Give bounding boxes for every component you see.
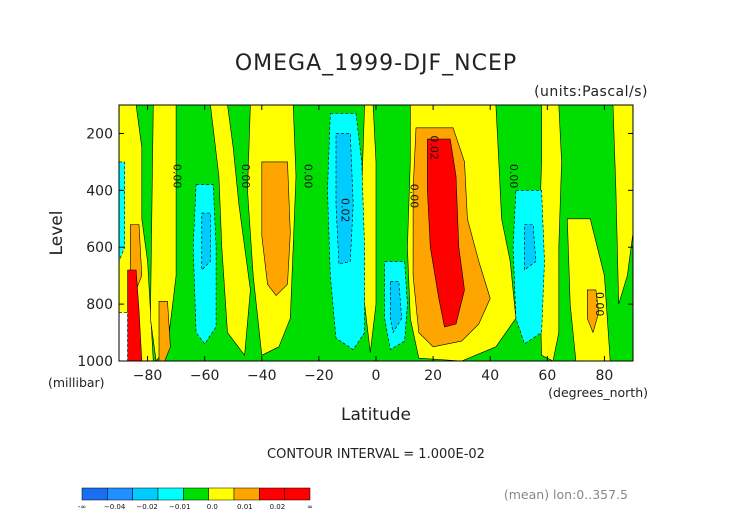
colorbar-label-6: 0.02 (270, 503, 286, 511)
x-tick-label-3: −20 (304, 368, 334, 384)
contour-region-15 (427, 138, 465, 328)
plot-area: 0.00 0.00 0.00 0.02 0.00 0.02 0.00 0.00 (118, 104, 634, 362)
contour-label-0: 0.00 (170, 164, 183, 189)
y-tick-label-3: 800 (86, 297, 113, 313)
contour-label-2: 0.00 (302, 164, 315, 189)
x-tick-label-5: 20 (424, 368, 442, 384)
colorbar-swatch-6 (233, 487, 260, 501)
colorbar-label-2: −0.02 (136, 503, 157, 511)
colorbar-swatch-1 (107, 487, 133, 501)
x-tick-label-7: 60 (538, 368, 556, 384)
y-axis: 200 400 600 800 1000 (77, 126, 633, 370)
contour-region-11 (261, 161, 291, 296)
chart-units: (units:Pascal/s) (534, 84, 648, 100)
contour-region-20 (512, 190, 545, 345)
contour-region-22 (335, 133, 354, 265)
colorbar: -∞ −0.04 −0.02 −0.01 0.0 0.01 0.02 ∞ (78, 487, 313, 511)
y-axis-label: Level (47, 211, 67, 256)
colorbar-swatch-3 (157, 487, 184, 501)
colorbar-swatch-8 (284, 487, 311, 501)
contour-label-1: 0.00 (239, 164, 252, 189)
x-axis: −80 −60 −40 −20 0 20 40 60 80 (133, 105, 614, 384)
colorbar-swatch-2 (132, 487, 159, 501)
contour-interval-text: CONTOUR INTERVAL = 1.000E-02 (267, 447, 485, 462)
contour-label-6: 0.00 (507, 164, 520, 189)
colorbar-swatch-4 (183, 487, 209, 501)
x-tick-label-0: −80 (133, 368, 163, 384)
y-tick-label-0: 200 (86, 126, 113, 142)
contour-labels: 0.00 0.00 0.00 0.02 0.00 0.02 0.00 0.00 (170, 135, 606, 316)
contour-region-23 (389, 281, 403, 333)
contour-label-5: 0.02 (427, 135, 440, 160)
contour-label-4: 0.00 (407, 184, 420, 209)
x-tick-label-6: 40 (481, 368, 499, 384)
contour-region-24 (524, 224, 537, 271)
contour-region-16 (119, 161, 125, 262)
x-axis-label: Latitude (341, 405, 411, 425)
y-axis-units: (millibar) (48, 375, 105, 390)
contour-label-3: 0.02 (339, 198, 352, 223)
contour-region-8 (612, 105, 633, 305)
chart-title: OMEGA_1999-DJF_NCEP (235, 51, 517, 76)
contour-region-21 (201, 212, 211, 271)
contour-regions (119, 105, 633, 361)
x-tick-label-1: −60 (190, 368, 220, 384)
colorbar-swatch-7 (259, 487, 285, 501)
x-tick-label-2: −40 (247, 368, 277, 384)
colorbar-label-3: −0.01 (169, 503, 190, 511)
y-tick-label-1: 400 (86, 183, 113, 199)
contour-region-25 (119, 312, 128, 361)
colorbar-label-0: -∞ (78, 503, 86, 511)
contour-region-2 (210, 105, 251, 356)
x-tick-label-4: 0 (372, 368, 381, 384)
y-tick-label-2: 600 (86, 240, 113, 256)
colorbar-swatch-5 (208, 487, 235, 501)
colorbar-label-4: 0.0 (207, 503, 218, 511)
mean-text: (mean) lon:0..357.5 (504, 487, 628, 502)
contour-region-13 (586, 289, 600, 333)
contour-region-10 (158, 300, 171, 361)
colorbar-label-7: ∞ (307, 503, 313, 511)
y-tick-label-4: 1000 (77, 354, 113, 370)
colorbar-swatch-0 (81, 487, 108, 501)
x-axis-units: (degrees_north) (548, 385, 648, 400)
x-tick-label-8: 80 (596, 368, 614, 384)
colorbar-label-5: 0.01 (237, 503, 253, 511)
contour-label-7: 0.00 (593, 292, 606, 317)
colorbar-label-1: −0.04 (104, 503, 126, 511)
